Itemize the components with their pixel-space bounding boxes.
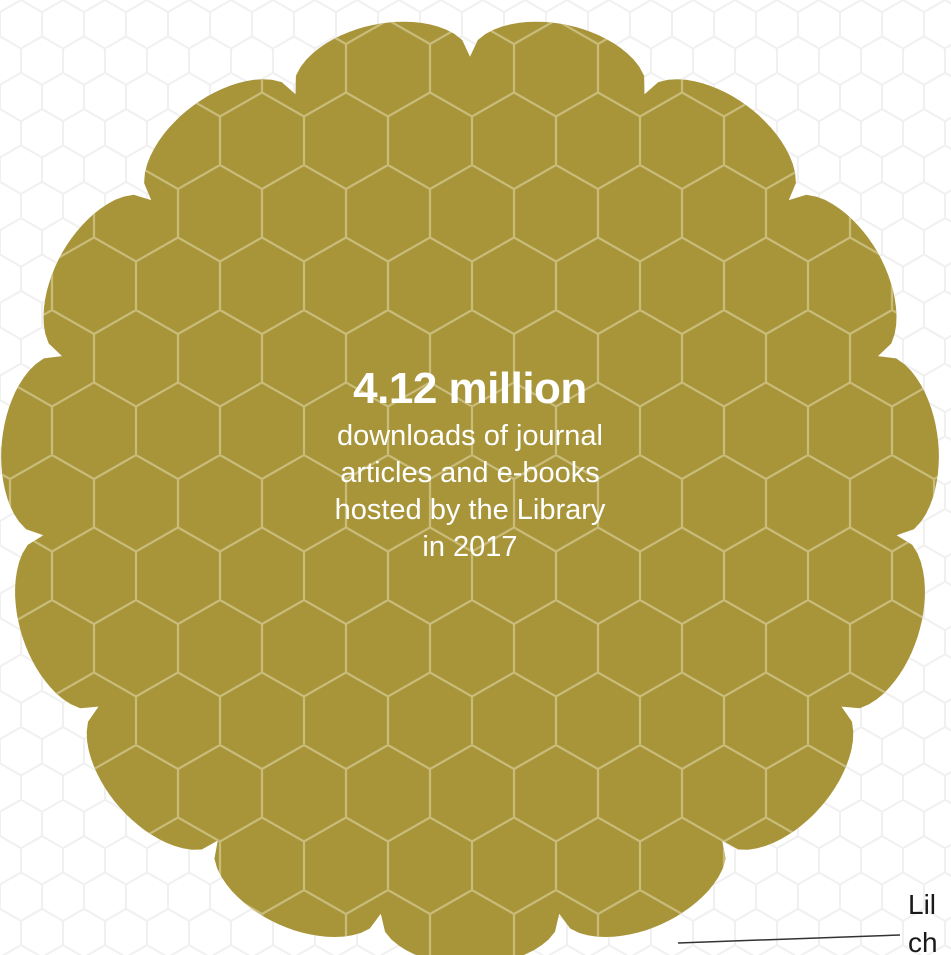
- stat-block: 4.12 million downloads of journal articl…: [200, 362, 740, 566]
- connector-line: [677, 934, 901, 944]
- stat-description-line: in 2017: [422, 531, 518, 563]
- corner-label-line: ch: [908, 927, 938, 955]
- stat-description: downloads of journal articles and e-book…: [200, 418, 740, 566]
- corner-label-line: Lil: [908, 889, 937, 920]
- stat-description-line: articles and e-books: [340, 457, 600, 489]
- stat-value: 4.12 million: [353, 364, 587, 413]
- stat-description-line: downloads of journal: [336, 420, 603, 452]
- corner-label: Lil ch: [908, 886, 938, 955]
- stat-description-line: hosted by the Library: [334, 494, 606, 526]
